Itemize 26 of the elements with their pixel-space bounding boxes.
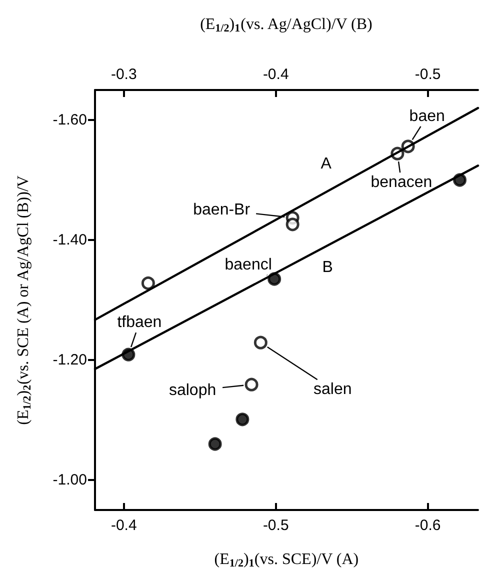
y-axis-title: (E1/2)2(vs. SCE (A) or Ag/AgCl (B))/V xyxy=(15,175,34,425)
x-tick-label: -0.4 xyxy=(110,517,137,534)
y-tick-label: -1.20 xyxy=(52,352,87,368)
x2-tick-label: -0.3 xyxy=(110,66,137,83)
x-tick-label: -0.6 xyxy=(414,517,441,534)
point xyxy=(208,437,222,451)
annotation: baen-Br xyxy=(193,201,251,218)
annotation: salen xyxy=(314,381,352,398)
point xyxy=(286,218,300,232)
annotation: baencl xyxy=(224,256,272,274)
x2-tick-label: -0.5 xyxy=(414,66,441,83)
annotation: baen xyxy=(409,108,445,125)
annotation: benacen xyxy=(370,174,432,192)
point xyxy=(141,276,155,290)
x2-tick-label: -0.4 xyxy=(262,66,289,83)
point xyxy=(244,378,258,392)
annotation: A xyxy=(320,156,332,172)
x-tick-label: -0.5 xyxy=(262,517,289,534)
y-tick-label: -1.00 xyxy=(52,472,87,488)
annotation: B xyxy=(322,258,333,276)
point xyxy=(254,336,268,350)
annotation: tfbaen xyxy=(117,314,162,332)
annotation: saloph xyxy=(168,382,216,400)
y-tick-label: -1.60 xyxy=(52,112,87,128)
point xyxy=(236,412,250,426)
y-tick-label: -1.40 xyxy=(52,232,87,248)
